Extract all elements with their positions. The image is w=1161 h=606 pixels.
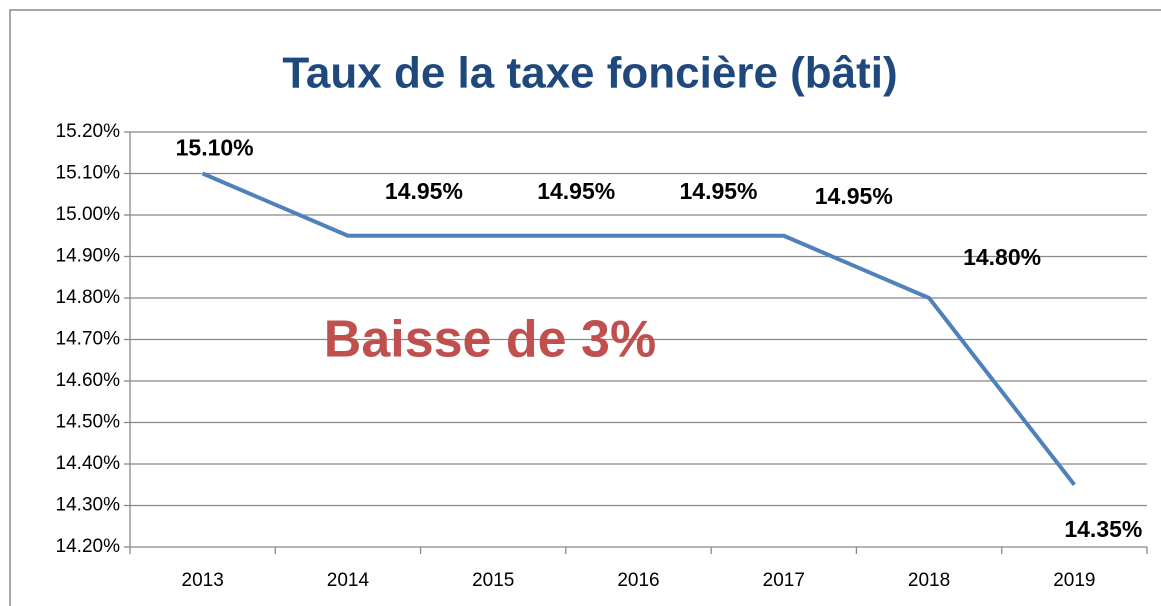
line <box>201 171 1076 486</box>
y-tick-label: 14.80% <box>56 287 121 308</box>
data-label: 14.80% <box>963 244 1041 270</box>
chart-frame <box>9 9 1161 606</box>
x-tick-label: 2013 <box>182 570 224 591</box>
data-label: 14.95% <box>537 178 615 204</box>
y-tick-label: 14.60% <box>56 370 121 391</box>
data-label: 15.10% <box>176 135 254 161</box>
data-label: 14.95% <box>385 178 463 204</box>
x-tick-label: 2014 <box>327 570 370 591</box>
data-label: 14.95% <box>815 183 893 209</box>
y-tick-label: 14.50% <box>56 412 121 433</box>
y-tick-label: 15.10% <box>56 163 121 184</box>
annotation: Baisse de 3% <box>324 311 656 369</box>
data-label: 14.95% <box>679 178 757 204</box>
y-tick-label: 14.40% <box>56 453 121 474</box>
y-tick-label: 14.30% <box>56 495 121 516</box>
chart-title: Taux de la taxe foncière (bâti) <box>282 49 897 98</box>
data-label: 14.35% <box>1064 516 1142 542</box>
y-tick-label: 15.20% <box>56 121 121 142</box>
x-tick-label: 2019 <box>1053 570 1095 591</box>
y-tick-label: 15.00% <box>56 204 121 225</box>
x-tick-label: 2015 <box>472 570 514 591</box>
y-tick-label: 14.20% <box>56 536 121 557</box>
y-tick-label: 14.70% <box>56 329 121 350</box>
y-tick-label: 14.90% <box>56 246 121 267</box>
x-tick-label: 2016 <box>617 570 659 591</box>
x-tick-label: 2018 <box>908 570 950 591</box>
x-tick-label: 2017 <box>763 570 805 591</box>
